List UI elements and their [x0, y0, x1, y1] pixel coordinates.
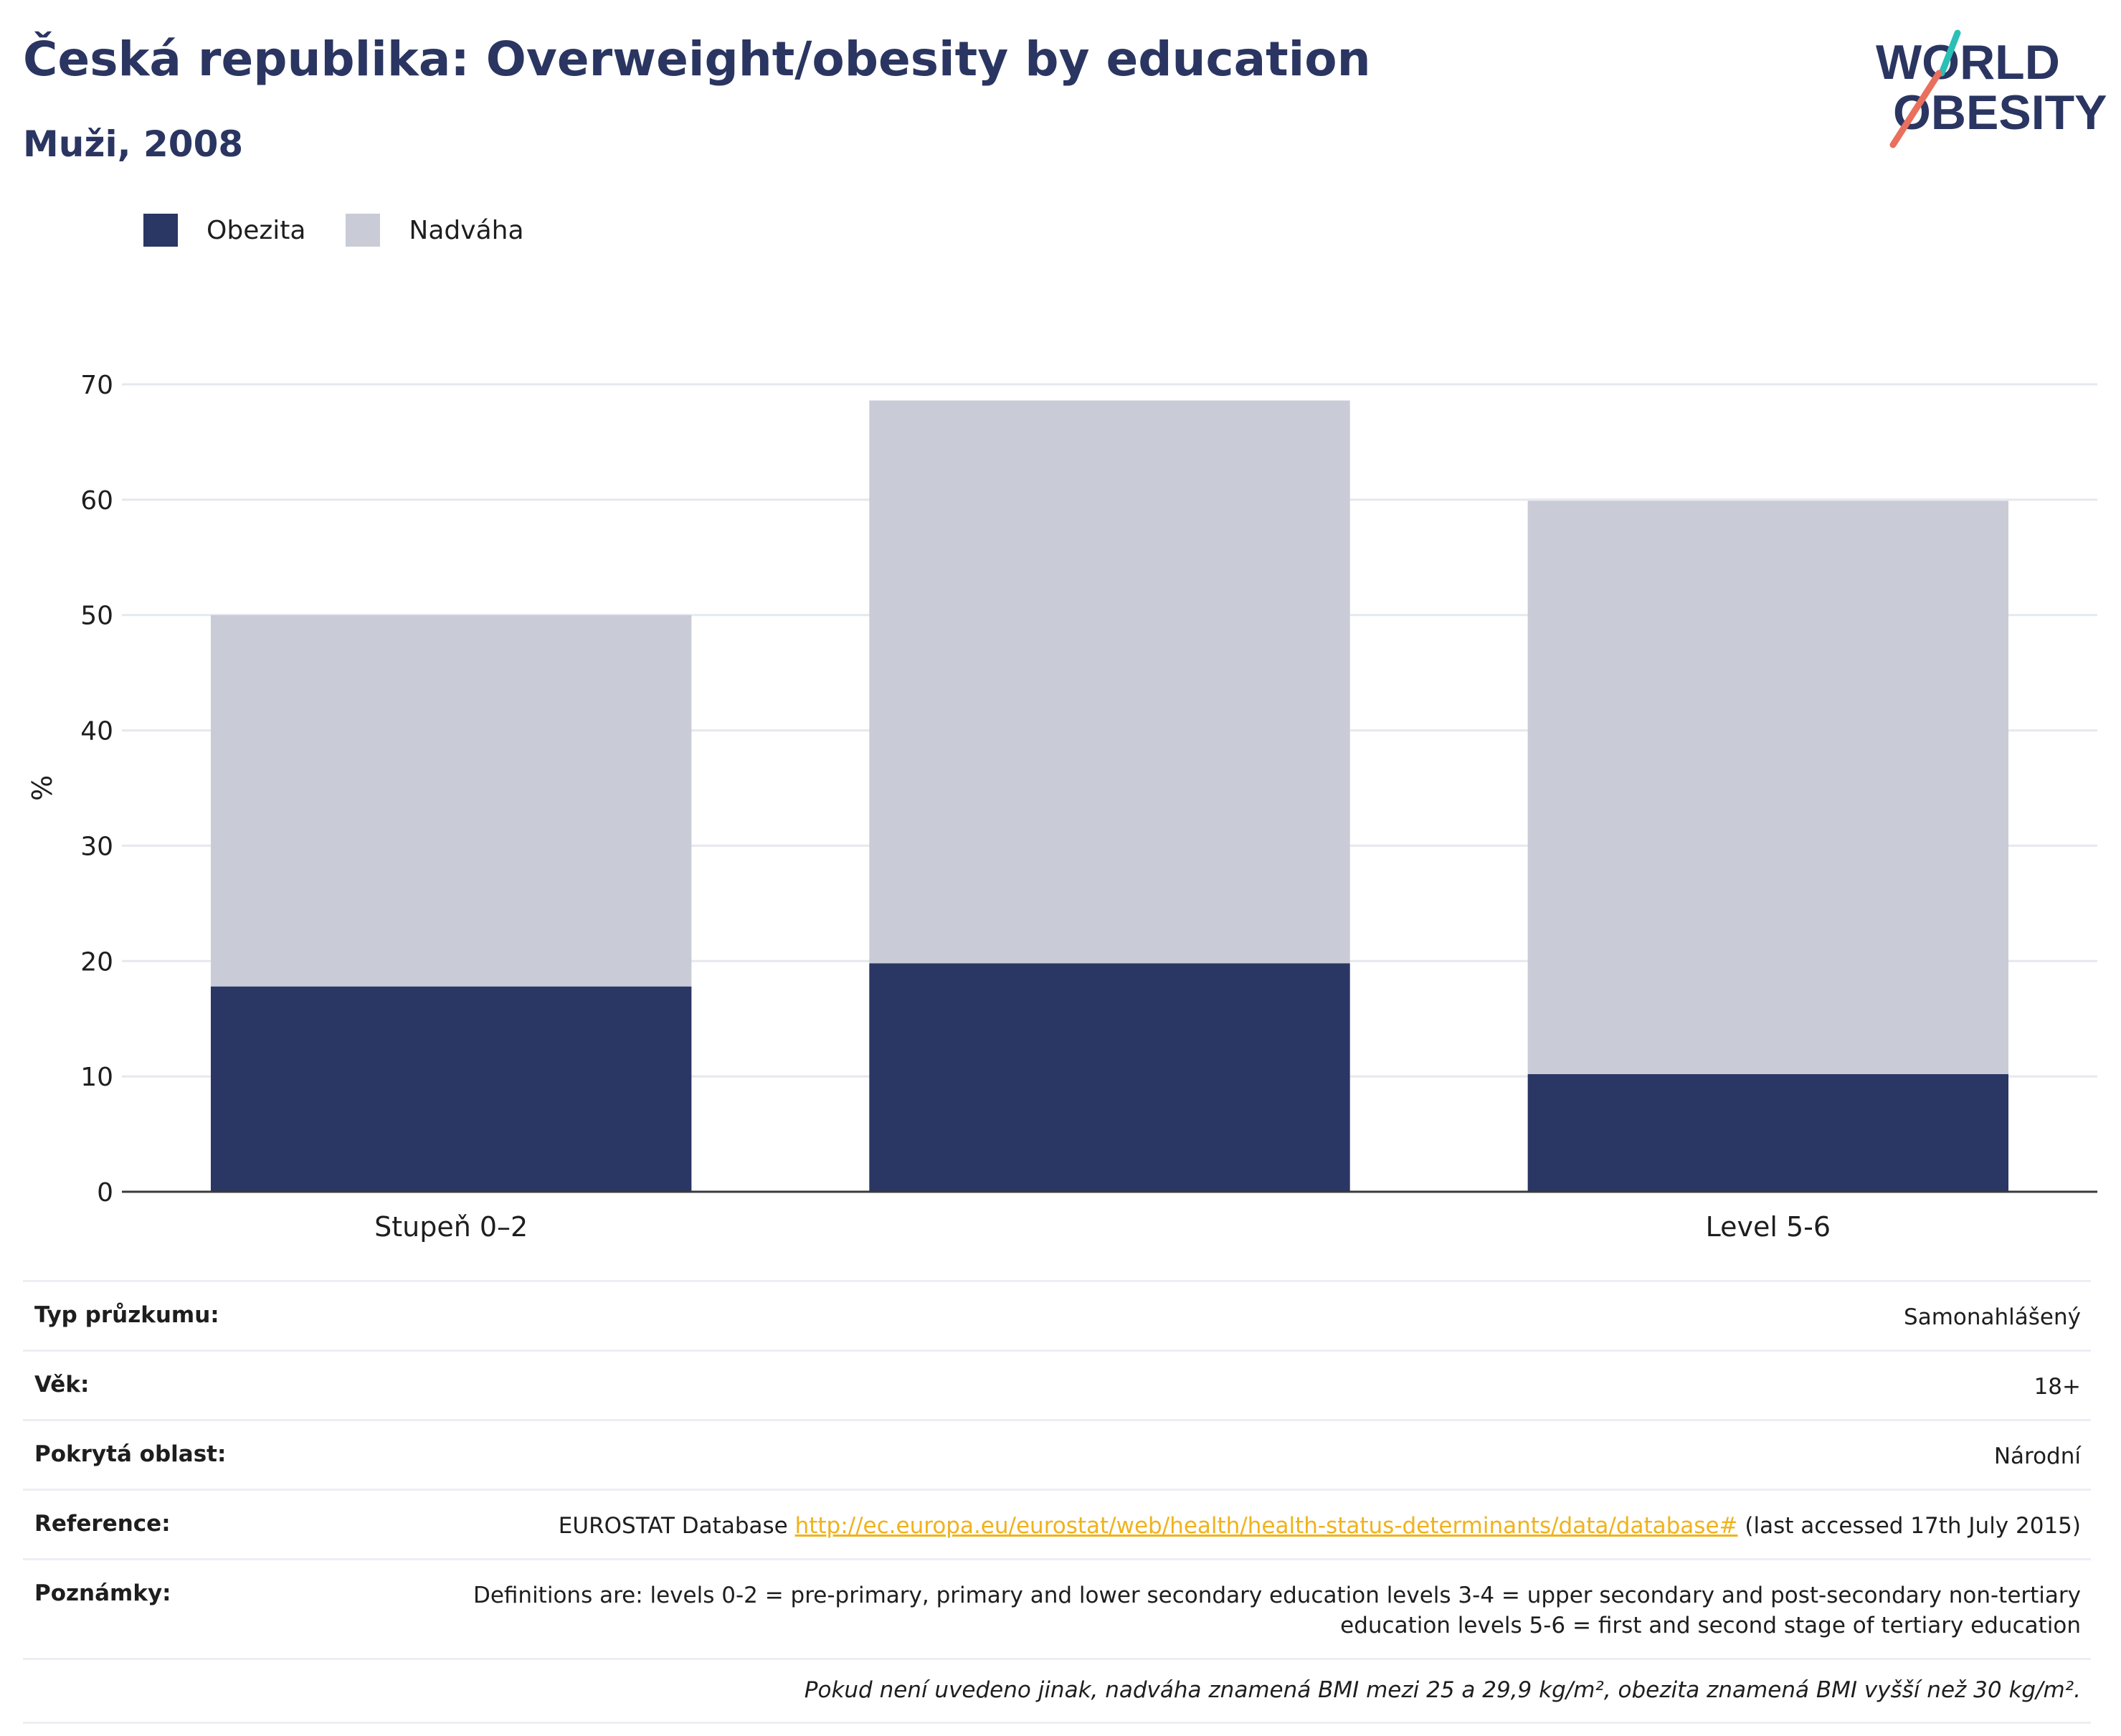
info-label-age: Věk:: [34, 1372, 90, 1398]
legend-label-overweight: Nadváha: [409, 215, 524, 245]
info-row-notes: Poznámky: Definitions are: levels 0-2 = …: [23, 1558, 2091, 1658]
chart-title: Česká republika: Overweight/obesity by e…: [23, 32, 1371, 87]
logo-slash-teal: [1938, 29, 1961, 77]
bar-overweight-1: [869, 400, 1350, 964]
y-axis-label: %: [27, 775, 58, 801]
info-value-survey-type: Samonahlášený: [1904, 1304, 2081, 1330]
info-row-age: Věk: 18+: [23, 1350, 2091, 1419]
y-tick-label-50: 50: [80, 602, 113, 631]
chart-subtitle: Muži, 2008: [23, 123, 244, 165]
legend-swatch-overweight: [346, 214, 381, 247]
legend-item-overweight[interactable]: Nadváha: [346, 214, 524, 247]
bar-overweight-2: [1527, 501, 2009, 1074]
info-row-reference: Reference: EUROSTAT Database http://ec.e…: [23, 1489, 2091, 1558]
legend-item-obesity[interactable]: Obezita: [143, 214, 305, 247]
y-tick-label-0: 0: [97, 1178, 113, 1208]
info-label-survey-type: Typ průzkumu:: [34, 1302, 219, 1328]
y-tick-label-10: 10: [80, 1063, 113, 1092]
y-tick-label-40: 40: [80, 717, 113, 746]
info-label-reference: Reference:: [34, 1511, 171, 1537]
world-obesity-logo: WORLD OBESITY: [1876, 29, 2107, 148]
bar-obesity-2: [1527, 1073, 2009, 1192]
y-tick-label-20: 20: [80, 947, 113, 977]
info-row-survey-type: Typ průzkumu: Samonahlášený: [23, 1280, 2091, 1350]
footnote: Pokud není uvedeno jinak, nadváha znamen…: [23, 1658, 2091, 1724]
info-label-area: Pokrytá oblast:: [34, 1441, 227, 1467]
y-tick-label-60: 60: [80, 486, 113, 516]
stacked-bar-chart: 0 10 20 30 40 50 60 70% Stupeň 0–2 Level 5-6: [27, 371, 2097, 1243]
bar-obesity-0: [210, 986, 692, 1192]
info-value-area: Národní: [1993, 1443, 2081, 1469]
chart-legend: Obezita Nadváha: [143, 214, 564, 247]
info-value-age: 18+: [2034, 1374, 2081, 1400]
info-row-area: Pokrytá oblast: Národní: [23, 1419, 2091, 1489]
legend-swatch-obesity: [143, 214, 178, 247]
y-tick-label-70: 70: [80, 371, 113, 400]
logo-slash-coral: [1889, 70, 1942, 148]
x-tick-label-0: Stupeň 0–2: [374, 1211, 528, 1243]
y-tick-label-30: 30: [80, 832, 113, 861]
survey-info-table: Typ průzkumu: Samonahlášený Věk: 18+ Pok…: [23, 1280, 2091, 1724]
x-tick-label-2: Level 5-6: [1706, 1211, 1831, 1243]
bar-overweight-0: [210, 615, 692, 987]
legend-label-obesity: Obezita: [207, 215, 306, 245]
info-value-reference: EUROSTAT Database http://ec.europa.eu/eu…: [465, 1511, 2081, 1541]
reference-prefix: EUROSTAT Database: [558, 1513, 795, 1539]
bar-obesity-1: [869, 963, 1350, 1192]
info-value-notes: Definitions are: levels 0-2 = pre-primar…: [473, 1583, 2081, 1638]
reference-suffix: (last accessed 17th July 2015): [1737, 1513, 2081, 1539]
reference-link[interactable]: http://ec.europa.eu/eurostat/web/health/…: [794, 1513, 1738, 1539]
logo-line1: WORLD: [1876, 35, 2060, 90]
info-label-notes: Poznámky:: [34, 1580, 171, 1606]
